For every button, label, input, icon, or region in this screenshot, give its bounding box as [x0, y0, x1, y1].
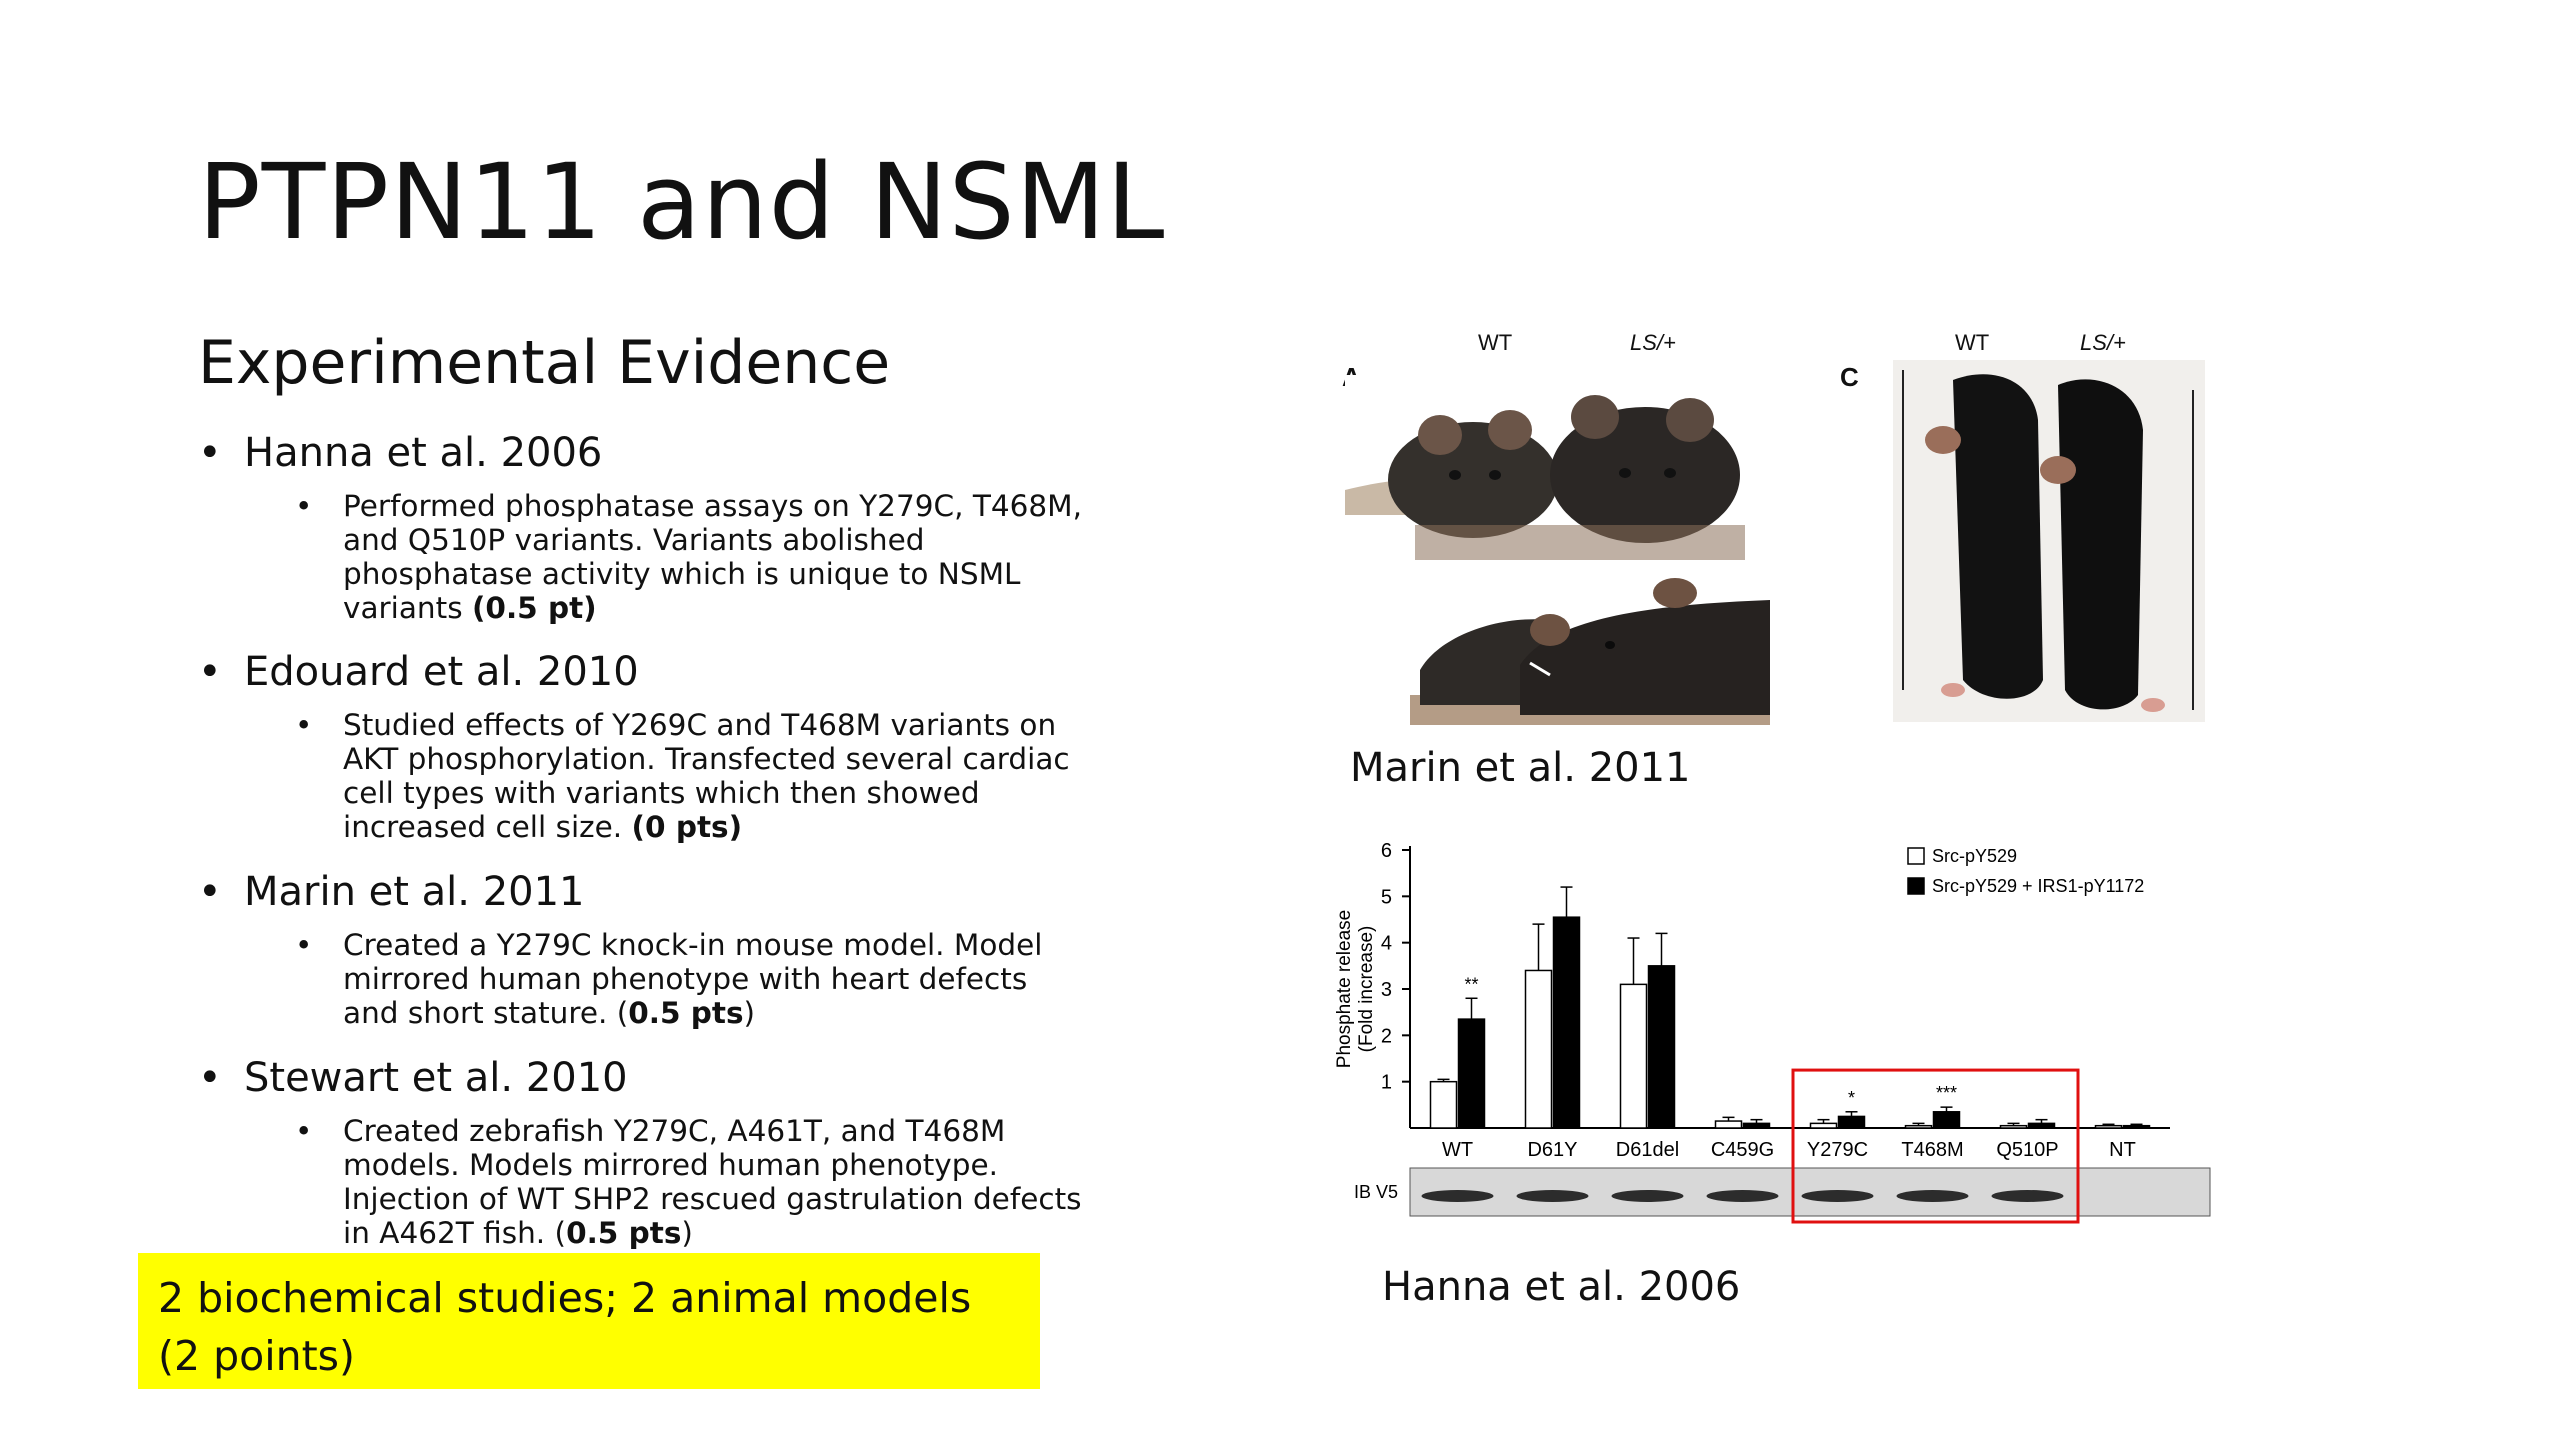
- y-tick-label: 3: [1381, 979, 1392, 1001]
- y-axis-label-line1: Phosphate release: [1334, 910, 1355, 1068]
- summary-callout: 2 biochemical studies; 2 animal models (…: [138, 1253, 1040, 1389]
- mouse-figure-caption: Marin et al. 2011: [1350, 745, 1691, 791]
- ls-label-c: LS/+: [2080, 330, 2126, 355]
- significance-marker: **: [1464, 974, 1478, 994]
- y-tick-label: 2: [1381, 1025, 1392, 1047]
- legend-label: Src-pY529 + IRS1-pY1172: [1932, 876, 2144, 896]
- bar: [1429, 1080, 1458, 1129]
- blot-band: [1706, 1190, 1779, 1202]
- chart-bars: ** WT D61Y D61del C459G * Y279C *** T468M Q510P NT: [1429, 886, 2151, 1161]
- western-blot: IB V5: [1354, 1068, 2211, 1224]
- bullet-icon: •: [198, 869, 222, 915]
- panel-c-label: C: [1840, 362, 1859, 392]
- bar: [1647, 965, 1676, 1129]
- y-tick-label: 6: [1381, 840, 1392, 862]
- blot-band: [1421, 1190, 1494, 1202]
- bar: [1714, 1120, 1743, 1129]
- x-tick-label: C459G: [1711, 1139, 1774, 1161]
- significance-marker: ***: [1936, 1083, 1957, 1103]
- bar: [2122, 1124, 2151, 1129]
- bullet-icon: •: [198, 649, 222, 695]
- mouse-profile-photo: [1410, 575, 1770, 725]
- x-tick-label: Y279C: [1807, 1139, 1868, 1161]
- bar: [1457, 1018, 1486, 1129]
- bullet-icon: •: [295, 928, 313, 962]
- section-heading: Experimental Evidence: [198, 328, 891, 398]
- bar: [1619, 983, 1648, 1129]
- ls-label-a: LS/+: [1630, 330, 1676, 355]
- summary-text: 2 biochemical studies; 2 animal models (…: [158, 1274, 972, 1380]
- y-tick-label: 1: [1381, 1072, 1392, 1094]
- wt-label-a: WT: [1478, 330, 1513, 355]
- mouse-head-photo: [1345, 375, 1765, 565]
- bar: [1524, 969, 1553, 1129]
- x-tick-label: T468M: [1901, 1139, 1963, 1161]
- chart-axes: 1 2 3 4 5 6 Phosphate release (Fold increase): [1334, 840, 2170, 1129]
- x-tick-label: D61Y: [1527, 1139, 1577, 1161]
- significance-marker: *: [1848, 1088, 1855, 1108]
- bar: [2094, 1124, 2123, 1129]
- x-tick-label: WT: [1442, 1139, 1473, 1161]
- blot-band: [1516, 1190, 1589, 1202]
- mouse-length-photo: [1893, 360, 2205, 722]
- bar: [1837, 1115, 1866, 1129]
- points-text: (0.5 pt): [471, 591, 597, 625]
- bar: [1742, 1122, 1771, 1129]
- blot-band: [1801, 1190, 1874, 1202]
- points-text: 0.5 pts: [566, 1216, 682, 1250]
- y-tick-label: 4: [1381, 933, 1392, 955]
- y-axis-label-line2: (Fold increase): [1356, 926, 1377, 1053]
- y-axis-label: Phosphate release (Fold increase): [1334, 910, 1377, 1068]
- blot-band: [1611, 1190, 1684, 1202]
- bar: [1999, 1124, 2028, 1129]
- legend-label: Src-pY529: [1932, 846, 2017, 866]
- bullet-icon: •: [295, 1114, 313, 1148]
- bullet-icon: •: [295, 489, 313, 523]
- slide-title: PTPN11 and NSML: [198, 141, 1166, 263]
- legend-swatch: [1907, 877, 1925, 895]
- bar: [1809, 1122, 1838, 1129]
- blot-band: [1896, 1190, 1969, 1202]
- wt-label-c: WT: [1955, 330, 1990, 355]
- bullet-icon: •: [198, 1055, 222, 1101]
- x-tick-label: D61del: [1616, 1139, 1679, 1161]
- y-tick-label: 5: [1381, 886, 1392, 908]
- bullet-icon: •: [295, 708, 313, 742]
- bar: [1932, 1111, 1961, 1129]
- bar: [1904, 1124, 1933, 1129]
- blot-band: [1991, 1190, 2064, 1202]
- chart-legend: Src-pY529 Src-pY529 + IRS1-pY1172: [1907, 846, 2144, 896]
- x-tick-label: NT: [2109, 1139, 2136, 1161]
- bar: [2027, 1122, 2056, 1129]
- points-text: 0.5 pts: [628, 996, 744, 1030]
- assay-figure-caption: Hanna et al. 2006: [1382, 1264, 1741, 1310]
- x-tick-label: Q510P: [1996, 1139, 2058, 1161]
- legend-swatch: [1907, 847, 1925, 865]
- points-text: (0 pts): [631, 810, 743, 844]
- bar: [1552, 916, 1581, 1129]
- highlight-box: [1791, 1068, 2080, 1224]
- blot-label: IB V5: [1354, 1182, 1398, 1202]
- bullet-icon: •: [198, 430, 222, 476]
- phosphatase-assay-chart: 1 2 3 4 5 6 Phosphate release (Fold increase) *…: [1334, 840, 2211, 1224]
